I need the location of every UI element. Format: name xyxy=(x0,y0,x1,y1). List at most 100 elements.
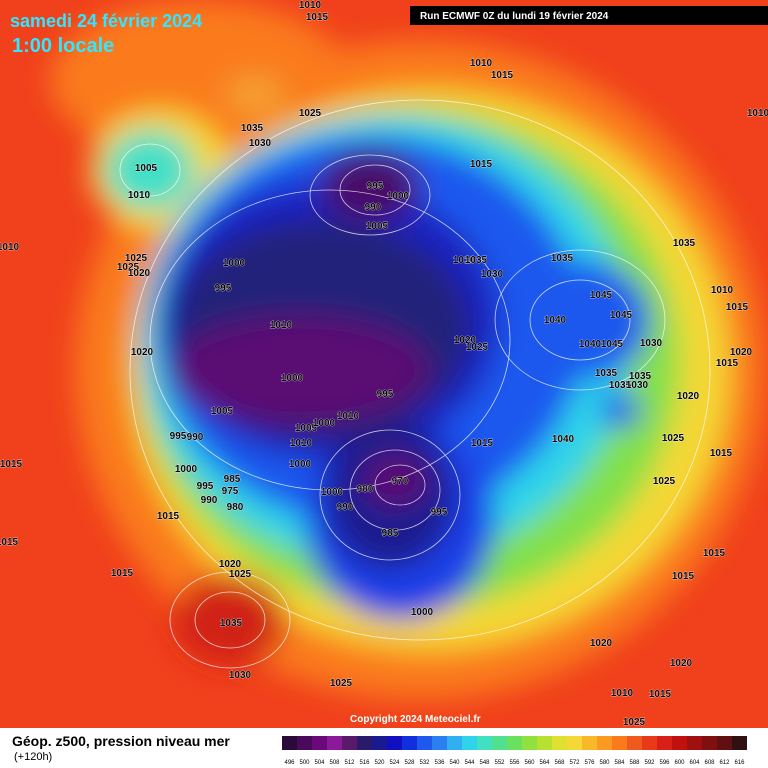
isobar-label: 1035 xyxy=(673,238,696,249)
isobar-label: 995 xyxy=(367,181,384,192)
isobar-label: 990 xyxy=(365,202,382,213)
legend-swatch xyxy=(417,736,432,750)
isobar-label: 1045 xyxy=(601,339,624,350)
isobar-label: 1035 xyxy=(551,253,574,264)
legend-label: 572 xyxy=(569,760,580,766)
legend-label: 580 xyxy=(599,760,610,766)
legend-swatch xyxy=(327,736,342,750)
legend-label: 540 xyxy=(449,760,460,766)
legend-swatch xyxy=(537,736,552,750)
legend-swatch xyxy=(522,736,537,750)
legend-label: 600 xyxy=(674,760,685,766)
isobar-label: 1035 xyxy=(595,368,618,379)
legend-label: 604 xyxy=(689,760,700,766)
isobar-label: 1010 xyxy=(290,438,313,449)
legend-label: 560 xyxy=(524,760,535,766)
run-box xyxy=(410,6,768,25)
legend-swatch xyxy=(642,736,657,750)
isobar-label: 1005 xyxy=(135,163,158,174)
isobar-label: 1025 xyxy=(229,569,252,580)
legend-label: 608 xyxy=(704,760,715,766)
legend-swatch xyxy=(672,736,687,750)
isobar-label: 970 xyxy=(392,476,409,487)
legend-title: Géop. z500, pression niveau mer xyxy=(12,733,230,749)
isobar-label: 1005 xyxy=(366,221,389,232)
lead-time: (+120h) xyxy=(14,751,52,763)
legend-label: 528 xyxy=(404,760,415,766)
legend-swatch xyxy=(612,736,627,750)
legend-label: 508 xyxy=(329,760,340,766)
isobar-label: 1010 xyxy=(747,108,768,119)
isobar-label: 1010 xyxy=(299,0,322,11)
isobar-label: 1015 xyxy=(703,548,726,559)
legend-swatch xyxy=(477,736,492,750)
isobar-label: 1010 xyxy=(270,320,293,331)
isobar-label: 1040 xyxy=(579,339,602,350)
legend-label: 512 xyxy=(344,760,355,766)
legend-swatch xyxy=(312,736,327,750)
legend-label: 584 xyxy=(614,760,625,766)
isobar-label: 980 xyxy=(357,484,374,495)
legend-label: 592 xyxy=(644,760,655,766)
isobar-label: 1025 xyxy=(299,108,322,119)
isobar-label: 985 xyxy=(224,474,241,485)
legend-swatch xyxy=(567,736,582,750)
date-title: samedi 24 février 2024 xyxy=(10,11,202,31)
isobar-label: 1025 xyxy=(623,717,646,728)
legend-label: 596 xyxy=(659,760,670,766)
isobar-label: 1020 xyxy=(670,658,693,669)
legend-swatch xyxy=(507,736,522,750)
isobar-label: 1035 xyxy=(220,618,243,629)
legend-label: 532 xyxy=(419,760,430,766)
legend-label: 616 xyxy=(734,760,745,766)
legend-swatch xyxy=(732,736,747,750)
isobar-label: 1030 xyxy=(249,138,272,149)
isobar-label: 1020 xyxy=(219,559,242,570)
isobar-label: 1010 xyxy=(128,190,151,201)
legend-swatch xyxy=(387,736,402,750)
isobar-label: 1015 xyxy=(470,159,493,170)
legend-label: 500 xyxy=(299,760,310,766)
isobar-label: 1015 xyxy=(710,448,733,459)
isobar-label: 990 xyxy=(201,495,218,506)
isobar-label: 1020 xyxy=(128,268,151,279)
time-title: 1:00 locale xyxy=(12,35,114,57)
isobar-label: 1015 xyxy=(0,459,23,470)
legend-label: 524 xyxy=(389,760,400,766)
legend-label: 568 xyxy=(554,760,565,766)
isobar-label: 1025 xyxy=(117,262,140,273)
legend-swatch xyxy=(627,736,642,750)
isobar-label: 1015 xyxy=(716,358,739,369)
isobar-label: 1030 xyxy=(626,380,649,391)
copyright: Copyright 2024 Meteociel.fr xyxy=(350,714,481,725)
legend-label: 536 xyxy=(434,760,445,766)
geopotential-map xyxy=(0,0,768,728)
isobar-label: 1000 xyxy=(281,373,304,384)
isobar-label: 1025 xyxy=(466,342,489,353)
legend-label: 588 xyxy=(629,760,640,766)
isobar-label: 985 xyxy=(382,528,399,539)
isobar-label: 1020 xyxy=(730,347,753,358)
isobar-label: 1010 xyxy=(611,688,634,699)
isobar-label: 1020 xyxy=(677,391,700,402)
isobar-label: 1035 xyxy=(629,371,652,382)
legend-swatch xyxy=(402,736,417,750)
legend-swatch xyxy=(492,736,507,750)
isobar-label: 1025 xyxy=(330,678,353,689)
legend-label: 612 xyxy=(719,760,730,766)
isobar-label: 1015 xyxy=(649,689,672,700)
isobar-label: 1010 xyxy=(470,58,493,69)
legend-swatch xyxy=(657,736,672,750)
isobar-label: 1030 xyxy=(229,670,252,681)
isobar-label: 1035 xyxy=(609,380,632,391)
isobar-label: 1000 xyxy=(313,418,336,429)
isobar-label: 1030 xyxy=(640,338,663,349)
isobar-label: 990 xyxy=(187,432,204,443)
legend-swatch xyxy=(297,736,312,750)
isobar-label: 1025 xyxy=(653,476,676,487)
isobar-label: 1025 xyxy=(662,433,685,444)
isobar-label: 1015 xyxy=(491,70,514,81)
isobar-label: 1015 xyxy=(0,537,19,548)
isobar-label: 1045 xyxy=(610,310,633,321)
isobar-label: 1030 xyxy=(481,269,504,280)
